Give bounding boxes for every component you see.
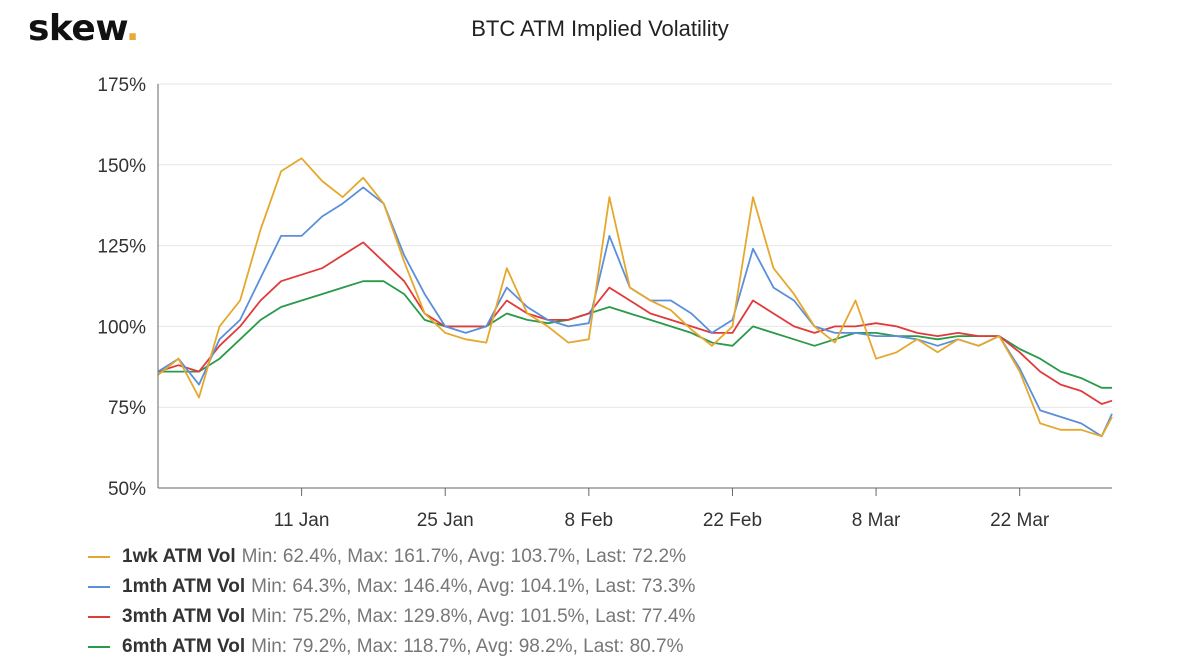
legend-series-name: 1mth ATM Vol	[122, 576, 246, 597]
legend-series-name: 3mth ATM Vol	[122, 606, 246, 627]
legend-swatch	[88, 646, 110, 648]
y-tick-label: 150%	[97, 156, 146, 177]
series-line	[157, 241, 1113, 405]
y-tick-label: 75%	[108, 398, 146, 419]
legend-series-stats: Min: 79.2%, Max: 118.7%, Avg: 98.2%, Las…	[251, 636, 684, 657]
logo-dot: .	[125, 8, 140, 49]
grid-lines	[158, 83, 1112, 408]
series-line	[157, 157, 1113, 438]
x-tick-label: 22 Mar	[990, 510, 1050, 531]
legend-swatch	[88, 586, 110, 588]
legend-series-name: 6mth ATM Vol	[122, 636, 246, 657]
axes: 50% 75% 100% 125% 150% 175% 11 Jan 25 Jan 8 Feb 2…	[97, 75, 1112, 531]
series-line	[158, 280, 1112, 389]
legend-series-name: 1wk ATM Vol	[122, 546, 236, 567]
legend-item[interactable]: 3mth ATM Vol Min: 75.2%, Max: 129.8%, Avg…	[88, 602, 695, 632]
legend-series-stats: Min: 75.2%, Max: 129.8%, Avg: 101.5%, La…	[251, 606, 696, 627]
legend-series-stats: Min: 62.4%, Max: 161.7%, Avg: 103.7%, La…	[241, 546, 686, 567]
chart-title: BTC ATM Implied Volatility	[471, 16, 729, 41]
x-tick-label: 22 Feb	[703, 510, 762, 531]
x-tick-label: 8 Mar	[852, 510, 901, 531]
series-lines	[157, 157, 1113, 438]
x-tick-label: 11 Jan	[274, 510, 330, 531]
legend: 1wk ATM Vol Min: 62.4%, Max: 161.7%, Avg:…	[88, 542, 695, 662]
line-chart: 50% 75% 100% 125% 150% 175% 11 Jan 25 Jan 8 Feb 2…	[97, 75, 1113, 531]
x-tick-label: 25 Jan	[417, 510, 474, 531]
y-tick-label: 50%	[108, 479, 146, 500]
legend-item[interactable]: 1wk ATM Vol Min: 62.4%, Max: 161.7%, Avg:…	[88, 542, 695, 572]
y-tick-label: 125%	[97, 237, 146, 258]
legend-series-stats: Min: 64.3%, Max: 146.4%, Avg: 104.1%, La…	[251, 576, 696, 597]
series-line	[157, 186, 1113, 438]
y-tick-label: 100%	[97, 317, 146, 338]
legend-swatch	[88, 556, 110, 558]
y-tick-label: 175%	[97, 75, 146, 96]
legend-item[interactable]: 6mth ATM Vol Min: 79.2%, Max: 118.7%, Avg…	[88, 632, 695, 662]
legend-item[interactable]: 1mth ATM Vol Min: 64.3%, Max: 146.4%, Avg…	[88, 572, 695, 602]
x-tick-label: 8 Feb	[565, 510, 614, 531]
legend-swatch	[88, 616, 110, 618]
skew-logo: skew.	[28, 8, 139, 49]
